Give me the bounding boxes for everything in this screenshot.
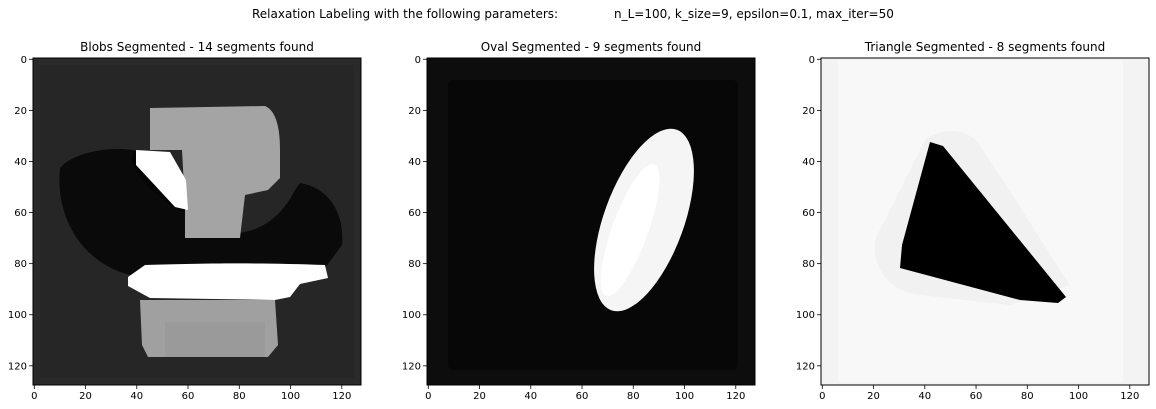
- y-tick-label: 100: [402, 310, 421, 321]
- x-tick-label: 120: [332, 391, 351, 402]
- oval-segmented-image: [427, 58, 755, 385]
- y-tick-label: 0: [809, 55, 815, 66]
- x-tick-label: 100: [1069, 391, 1088, 402]
- x-tick-label: 100: [281, 391, 300, 402]
- blobs-axes-frame: [32, 57, 362, 386]
- x-tick-label: 120: [1120, 391, 1139, 402]
- x-tick-label: 60: [576, 391, 589, 402]
- triangle-segmented-image: [821, 58, 1149, 385]
- x-tick-label: 20: [867, 391, 880, 402]
- x-tick-label: 40: [130, 391, 143, 402]
- x-tick-label: 80: [627, 391, 640, 402]
- x-tick-label: 20: [473, 391, 486, 402]
- panel-title-oval: Oval Segmented - 9 segments found: [481, 40, 702, 54]
- y-tick-label: 0: [21, 55, 27, 66]
- x-tick-label: 80: [1021, 391, 1034, 402]
- x-tick-label: 40: [918, 391, 931, 402]
- suptitle-params: n_L=100, k_size=9, epsilon=0.1, max_iter…: [614, 7, 894, 21]
- x-tick-label: 0: [819, 391, 825, 402]
- y-tick-label: 120: [796, 361, 815, 372]
- y-tick-label: 20: [408, 106, 421, 117]
- panel-title-triangle: Triangle Segmented - 8 segments found: [864, 40, 1105, 54]
- y-tick-label: 80: [802, 259, 815, 270]
- x-tick-label: 40: [524, 391, 537, 402]
- x-tick-label: 60: [182, 391, 195, 402]
- x-tick-label: 60: [970, 391, 983, 402]
- y-tick-label: 80: [408, 259, 421, 270]
- x-tick-label: 0: [31, 391, 37, 402]
- y-tick-label: 60: [408, 208, 421, 219]
- oval-axes-frame: [426, 57, 756, 386]
- y-tick-label: 40: [802, 157, 815, 168]
- y-tick-label: 60: [14, 208, 27, 219]
- x-tick-label: 0: [425, 391, 431, 402]
- y-tick-label: 120: [8, 361, 27, 372]
- panel-title-blobs: Blobs Segmented - 14 segments found: [80, 40, 314, 54]
- x-tick-label: 20: [79, 391, 92, 402]
- y-tick-label: 40: [408, 157, 421, 168]
- y-tick-label: 80: [14, 259, 27, 270]
- blobs-segmented-image: [33, 58, 361, 385]
- y-tick-label: 20: [14, 106, 27, 117]
- y-tick-label: 100: [8, 310, 27, 321]
- axis-ticks: 0 20 40 60 80 100 120 0 20 40 60 80 100 120 0 20 40 60 80 1…: [8, 55, 1139, 402]
- x-tick-label: 120: [726, 391, 745, 402]
- suptitle-left: Relaxation Labeling with the following p…: [252, 7, 558, 21]
- triangle-axes-frame: [820, 57, 1150, 386]
- y-tick-label: 100: [796, 310, 815, 321]
- y-tick-label: 120: [402, 361, 421, 372]
- y-tick-label: 0: [415, 55, 421, 66]
- x-tick-label: 100: [675, 391, 694, 402]
- y-tick-label: 40: [14, 157, 27, 168]
- y-tick-label: 20: [802, 106, 815, 117]
- x-tick-label: 80: [233, 391, 246, 402]
- y-tick-label: 60: [802, 208, 815, 219]
